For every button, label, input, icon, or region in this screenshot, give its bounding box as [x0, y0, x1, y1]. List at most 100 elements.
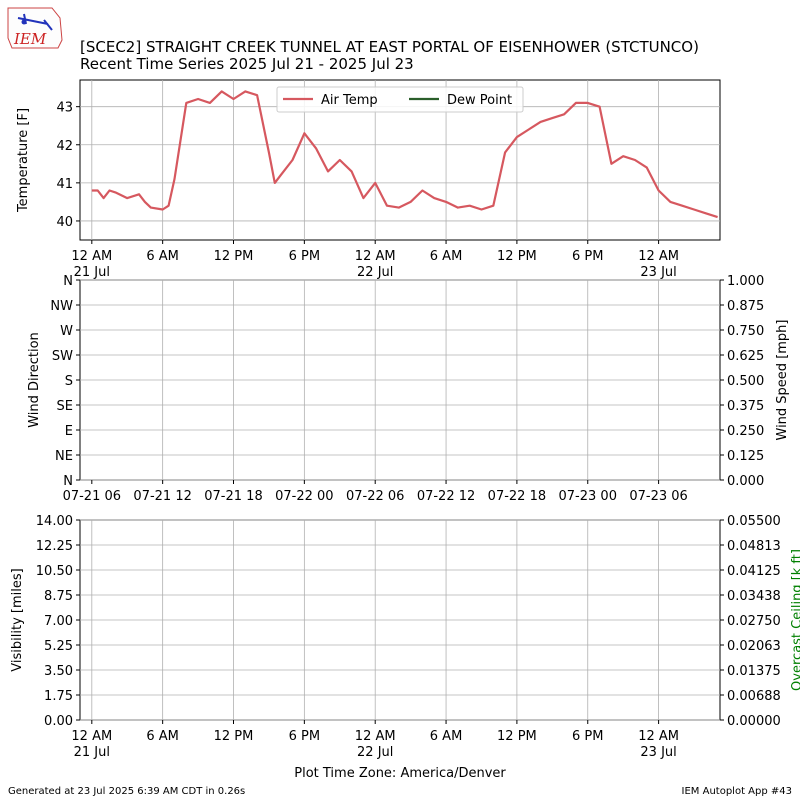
- visibility-axis-label: Visibility [miles]: [10, 568, 25, 671]
- visibility-x-tick-label-1: 6 AM: [146, 729, 179, 744]
- plot-timezone-label: Plot Time Zone: America/Denver: [294, 766, 506, 781]
- legend: Air Temp Dew Point: [276, 86, 524, 113]
- chart-subtitle: Recent Time Series 2025 Jul 21 - 2025 Ju…: [80, 55, 414, 73]
- visibility-x-tick-label-6: 12 PM: [497, 729, 537, 744]
- temperature-x-tick-label-6: 12 PM: [497, 249, 537, 264]
- temperature-x-tick-label-3: 6 PM: [289, 249, 320, 264]
- wind-direction-tick-label-0: N: [63, 474, 73, 489]
- wind-direction-axis-label: Wind Direction: [27, 332, 42, 428]
- wind-x-tick-label-5: 07-22 12: [417, 489, 475, 504]
- visibility-tick-label-8: 14.00: [36, 514, 73, 529]
- wind-speed-tick-label-8: 1.000: [727, 274, 764, 289]
- logo-text: IEM: [13, 30, 47, 48]
- wind-x-tick-label-4: 07-22 06: [346, 489, 404, 504]
- chart-title: [SCEC2] STRAIGHT CREEK TUNNEL AT EAST PO…: [80, 38, 699, 56]
- visibility-tick-label-2: 3.50: [44, 664, 73, 679]
- wind-speed-axis-label: Wind Speed [mph]: [775, 320, 790, 441]
- visibility-tick-label-4: 7.00: [44, 614, 73, 629]
- wind-speed-tick-label-2: 0.250: [727, 424, 764, 439]
- ceiling-axis-label: Overcast Ceiling [k ft]: [790, 549, 800, 691]
- temperature-x-tick-label-2: 12 PM: [214, 249, 254, 264]
- temperature-tick-label-0: 40: [56, 215, 73, 230]
- ceiling-tick-label-4: 0.02750: [727, 614, 781, 629]
- air-temp-series-line: [91, 90, 718, 219]
- visibility-tick-label-0: 0.00: [44, 714, 73, 729]
- visibility-tick-label-7: 12.25: [36, 539, 73, 554]
- ceiling-tick-label-5: 0.03438: [727, 589, 781, 604]
- visibility-ticks: 0.00 1.75 3.50 5.25 7.00 8.75 10.50 12.25 14.00: [36, 514, 80, 729]
- ceiling-tick-label-0: 0.00000: [727, 714, 781, 729]
- wind-x-tick-label-8: 07-23 06: [629, 489, 687, 504]
- temperature-x-tick-label-8: 12 AM: [638, 249, 679, 264]
- legend-air-temp-label: Air Temp: [321, 93, 378, 108]
- generated-footer: Generated at 23 Jul 2025 6:39 AM CDT in …: [8, 786, 245, 797]
- visibility-x-tick-date-8: 23 Jul: [640, 745, 676, 760]
- temperature-x-tick-label-5: 6 AM: [430, 249, 463, 264]
- visibility-x-tick-label-2: 12 PM: [214, 729, 254, 744]
- temperature-x-tick-label-1: 6 AM: [146, 249, 179, 264]
- visibility-x-tick-label-7: 6 PM: [572, 729, 603, 744]
- visibility-tick-label-1: 1.75: [44, 689, 73, 704]
- ceiling-tick-label-6: 0.04125: [727, 564, 781, 579]
- visibility-x-tick-date-0: 21 Jul: [74, 745, 110, 760]
- ceiling-tick-label-3: 0.02063: [727, 639, 781, 654]
- wind-direction-ticks: N NE E SE S SW W NW N: [50, 274, 80, 489]
- wind-direction-tick-label-4: S: [65, 374, 73, 389]
- temperature-axis-label: Temperature [F]: [16, 108, 31, 213]
- wind-x-tick-label-3: 07-22 00: [275, 489, 333, 504]
- temperature-x-tick-label-0: 12 AM: [71, 249, 112, 264]
- legend-dew-point-label: Dew Point: [447, 93, 512, 108]
- temperature-panel: [79, 79, 721, 241]
- wind-direction-tick-label-8: N: [63, 274, 73, 289]
- wind-x-tick-label-6: 07-22 18: [488, 489, 546, 504]
- wind-speed-tick-label-0: 0.000: [727, 474, 764, 489]
- wind-direction-tick-label-2: E: [65, 424, 73, 439]
- ceiling-tick-label-8: 0.05500: [727, 514, 781, 529]
- visibility-tick-label-3: 5.25: [44, 639, 73, 654]
- iem-logo: IEM: [7, 7, 63, 49]
- wind-direction-tick-label-5: SW: [52, 349, 73, 364]
- temperature-tick-label-2: 42: [56, 139, 73, 154]
- wind-speed-tick-label-5: 0.625: [727, 349, 764, 364]
- temperature-tick-label-3: 43: [56, 101, 73, 116]
- visibility-x-tick-label-5: 6 AM: [430, 729, 463, 744]
- temperature-y-ticks: 40 41 42 43: [56, 101, 80, 230]
- wind-speed-tick-label-4: 0.500: [727, 374, 764, 389]
- wind-x-tick-label-1: 07-21 12: [133, 489, 191, 504]
- wind-x-ticks: 07-21 06 07-21 12 07-21 18 07-22 00 07-22 06…: [63, 480, 688, 504]
- wind-x-tick-label-7: 07-23 00: [559, 489, 617, 504]
- wind-grid: [80, 279, 720, 481]
- ceiling-ticks: 0.00000 0.00688 0.01375 0.02063 0.02750 0.034…: [720, 514, 781, 729]
- temperature-x-tick-date-0: 21 Jul: [74, 265, 110, 280]
- app-footer: IEM Autoplot App #43: [682, 786, 792, 797]
- wind-speed-ticks: 0.000 0.125 0.250 0.375 0.500 0.625 0.750 0.875…: [720, 274, 764, 489]
- visibility-tick-label-6: 10.50: [36, 564, 73, 579]
- visibility-x-tick-label-3: 6 PM: [289, 729, 320, 744]
- visibility-x-tick-date-4: 22 Jul: [357, 745, 393, 760]
- ceiling-tick-label-1: 0.00688: [727, 689, 781, 704]
- visibility-grid: [80, 519, 720, 721]
- wind-direction-tick-label-1: NE: [55, 449, 73, 464]
- temperature-tick-label-1: 41: [56, 177, 73, 192]
- wind-speed-tick-label-7: 0.875: [727, 299, 764, 314]
- wind-direction-tick-label-7: NW: [50, 299, 73, 314]
- visibility-x-tick-label-8: 12 AM: [638, 729, 679, 744]
- wind-x-tick-label-2: 07-21 18: [204, 489, 262, 504]
- temperature-x-tick-label-7: 6 PM: [572, 249, 603, 264]
- visibility-tick-label-5: 8.75: [44, 589, 73, 604]
- ceiling-tick-label-7: 0.04813: [727, 539, 781, 554]
- wind-speed-tick-label-1: 0.125: [727, 449, 764, 464]
- temperature-x-tick-date-4: 22 Jul: [357, 265, 393, 280]
- wind-direction-tick-label-3: SE: [57, 399, 73, 414]
- wind-speed-tick-label-6: 0.750: [727, 324, 764, 339]
- temperature-x-tick-label-4: 12 AM: [355, 249, 396, 264]
- ceiling-tick-label-2: 0.01375: [727, 664, 781, 679]
- wind-speed-tick-label-3: 0.375: [727, 399, 764, 414]
- temperature-x-tick-date-8: 23 Jul: [640, 265, 676, 280]
- visibility-x-tick-label-0: 12 AM: [71, 729, 112, 744]
- wind-direction-tick-label-6: W: [60, 324, 73, 339]
- wind-x-tick-label-0: 07-21 06: [63, 489, 121, 504]
